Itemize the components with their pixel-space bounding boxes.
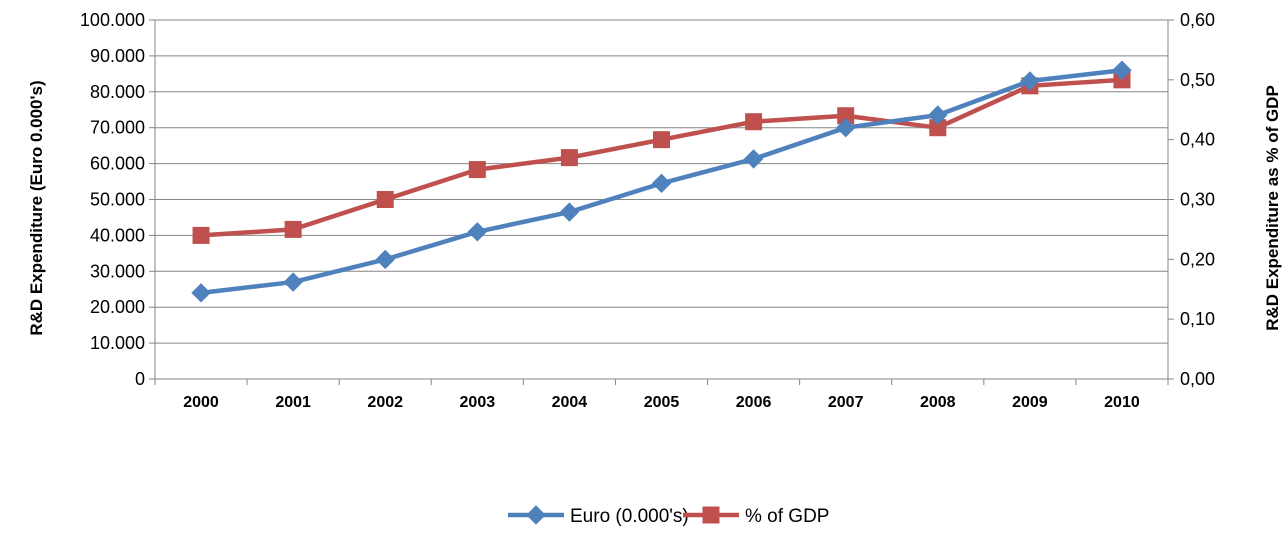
data-point — [191, 283, 211, 303]
left-y-tick-label: 40.000 — [90, 225, 145, 245]
legend-label: Euro (0.000's) — [570, 506, 689, 527]
data-point — [283, 272, 303, 292]
data-point — [559, 202, 580, 222]
x-tick-label: 2005 — [644, 394, 680, 411]
series-layer — [191, 60, 1132, 303]
left-y-tick-label: 20.000 — [90, 297, 145, 317]
x-tick-label: 2002 — [367, 394, 403, 411]
data-point — [745, 113, 763, 131]
x-tick-label: 2006 — [736, 394, 772, 411]
legend-marker — [702, 506, 720, 524]
x-tick-label: 2001 — [275, 394, 311, 411]
series-line — [200, 77, 1123, 238]
left-axis-title: R&D Expenditure (Euro 0.000's) — [27, 80, 46, 335]
data-point — [651, 173, 672, 194]
left-y-tick-label: 70.000 — [90, 118, 145, 138]
left-y-tick-label: 100.000 — [80, 10, 145, 30]
x-tick-label: 2008 — [920, 394, 956, 411]
left-y-tick-label: 30.000 — [90, 261, 145, 281]
left-y-tick-label: 60.000 — [90, 154, 145, 174]
series-euro — [191, 60, 1132, 303]
x-tick-label: 2010 — [1104, 394, 1140, 411]
data-point — [1112, 60, 1132, 80]
legend-item: % of GDP — [683, 506, 829, 527]
right-axis-title: R&D Expenditure as % of GDP — [1263, 85, 1282, 331]
legend: Euro (0.000's) % of GDP — [508, 505, 829, 527]
gridlines — [149, 19, 1174, 385]
x-tick-label: 2003 — [460, 394, 496, 411]
x-tick-label: 2000 — [183, 394, 219, 411]
data-point — [653, 131, 670, 149]
left-y-tick-label: 0 — [135, 369, 145, 389]
left-y-tick-label: 10.000 — [90, 333, 145, 353]
right-y-tick-label: 0,00 — [1180, 369, 1215, 389]
right-y-tick-labels: 0,00 0,10 0,20 0,30 0,40 0,50 0,60 — [1180, 10, 1215, 389]
right-y-tick-label: 0,50 — [1180, 70, 1215, 90]
data-point — [376, 191, 394, 208]
right-y-tick-label: 0,30 — [1180, 190, 1215, 210]
data-point — [743, 149, 764, 169]
data-point — [467, 222, 488, 242]
data-point — [192, 226, 210, 244]
data-point — [375, 249, 395, 270]
left-y-tick-label: 80.000 — [90, 82, 145, 102]
right-y-tick-label: 0,10 — [1180, 309, 1215, 329]
right-y-tick-label: 0,20 — [1180, 249, 1215, 269]
legend-item: Euro (0.000's) — [508, 505, 689, 527]
left-y-tick-label: 90.000 — [90, 46, 145, 66]
left-y-tick-label: 50.000 — [90, 190, 145, 210]
x-tick-label: 2004 — [552, 394, 588, 411]
data-point — [928, 105, 948, 125]
left-y-tick-labels: 0 10.000 20.000 30.000 40.000 50.000 60.000 70.… — [80, 10, 145, 389]
legend-marker — [526, 505, 546, 525]
axes — [154, 20, 1169, 380]
data-point — [1020, 71, 1040, 91]
right-y-tick-label: 0,40 — [1180, 130, 1215, 150]
data-point — [468, 161, 486, 179]
x-tick-label: 2007 — [828, 394, 864, 411]
right-y-tick-label: 0,60 — [1180, 10, 1215, 30]
x-tick-labels: 2000 2001 2002 2003 2004 2005 2006 2007 2008 2009… — [183, 394, 1140, 411]
legend-label: % of GDP — [745, 506, 829, 527]
data-point — [835, 117, 856, 138]
data-point — [284, 220, 302, 238]
data-point — [560, 149, 578, 167]
x-tick-label: 2009 — [1012, 394, 1048, 411]
